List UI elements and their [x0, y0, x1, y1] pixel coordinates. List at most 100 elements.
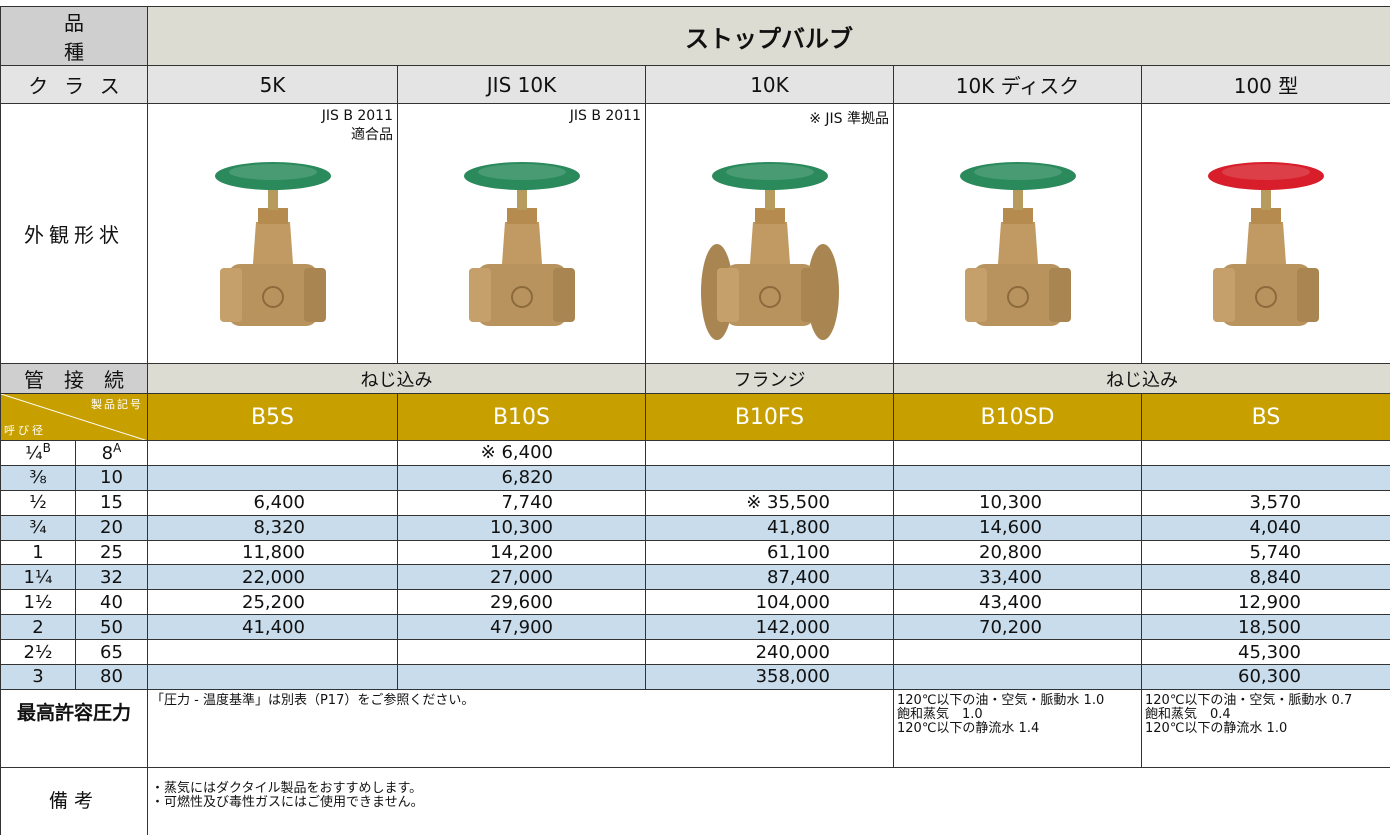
- price: [147, 464, 398, 491]
- size-mm-text: 10: [100, 467, 123, 489]
- price: 29,600: [397, 589, 646, 616]
- valve-part: [257, 208, 288, 224]
- size-mm: 8A: [75, 440, 148, 466]
- class: JIS 10K: [397, 65, 646, 104]
- size-row: 1 25 11,800 14,200 61,100 20,800 5,740: [0, 539, 1390, 566]
- size-inch: 1¼: [0, 564, 76, 591]
- price: 358,000: [645, 664, 894, 690]
- price-body: ¼B 8A ※ 6,400 ⅜ 10 6,820 ½ 15 6,400 7,740 ※ 35,500…: [0, 440, 1390, 690]
- valve-part: [1246, 222, 1286, 264]
- remarks-label: 備考: [0, 766, 148, 835]
- connection: フランジ: [645, 363, 894, 394]
- price: 87,400: [645, 564, 894, 591]
- price: 14,200: [397, 539, 646, 566]
- price: 3,570: [1140, 489, 1390, 516]
- valve-part: [214, 162, 331, 190]
- size-mm-text: 32: [100, 566, 123, 588]
- size-row: 2 50 41,400 47,900 142,000 70,200 18,500: [0, 614, 1390, 641]
- price: 142,000: [645, 614, 894, 641]
- price: 41,800: [645, 514, 894, 541]
- price: 6,400: [147, 489, 398, 516]
- size-mm-text: 40: [100, 591, 123, 613]
- size-inch: ¼B: [0, 440, 76, 466]
- valve-part: [506, 208, 537, 224]
- valve-part: [711, 162, 828, 190]
- connection-label: 管接続: [0, 363, 148, 394]
- price: 22,000: [147, 564, 398, 591]
- size-mm: 80: [75, 664, 148, 690]
- valve-part: [959, 162, 1076, 190]
- price: 20,800: [893, 539, 1142, 566]
- valve-part: [1048, 268, 1071, 322]
- note-line: ※ JIS 準拠品: [809, 111, 889, 127]
- valve-part: [303, 268, 326, 322]
- price: 6,820: [397, 464, 646, 491]
- price: 14,600: [893, 514, 1142, 541]
- valve-part: [764, 174, 775, 210]
- valve-part: [1006, 286, 1029, 308]
- size-inch-text: 1¼: [23, 566, 53, 588]
- note: JIS B 2011: [570, 108, 641, 124]
- note-line: 適合品: [351, 127, 393, 143]
- size-mm: 65: [75, 639, 148, 666]
- price: 45,300: [1140, 639, 1390, 666]
- price: 4,040: [1140, 514, 1390, 541]
- unit: B: [42, 441, 51, 456]
- code: B10FS: [645, 393, 894, 441]
- size-inch: 2: [0, 614, 76, 641]
- line: 飽和蒸気 1.0: [897, 706, 983, 722]
- price: 104,000: [645, 589, 894, 616]
- class: 100 型: [1140, 65, 1390, 104]
- valve-part: [973, 164, 1062, 180]
- price: [147, 440, 398, 466]
- class: 10K ディスク: [893, 65, 1142, 104]
- size-row: ⅜ 10 6,820: [0, 464, 1390, 491]
- price: 10,300: [397, 514, 646, 541]
- price: ※ 6,400: [397, 440, 646, 466]
- valve-part: [725, 164, 814, 180]
- valve-part: [228, 164, 317, 180]
- price: [645, 464, 894, 491]
- size-row: ½ 15 6,400 7,740 ※ 35,500 10,300 3,570: [0, 489, 1390, 516]
- price: 33,400: [893, 564, 1142, 591]
- valve-part: [477, 164, 566, 180]
- valve-part: [1222, 164, 1310, 180]
- size-row: ¼B 8A ※ 6,400: [0, 440, 1390, 466]
- unit: A: [113, 441, 122, 456]
- size-inch: 2½: [0, 639, 76, 666]
- code: B5S: [147, 393, 398, 441]
- valve-image: [959, 162, 1076, 326]
- diagonal: [1, 394, 145, 440]
- appearance: JIS B 2011: [397, 103, 646, 364]
- size-mm-text: 15: [100, 492, 123, 514]
- pressure-bs: 120℃以下の油・空気・脈動水 0.7 飽和蒸気 0.4 120℃以下の静流水 1.…: [1140, 688, 1390, 768]
- class: 5K: [147, 65, 398, 104]
- appearance: JIS B 2011 適合品: [147, 103, 398, 364]
- note: JIS B 2011 適合品: [322, 108, 393, 144]
- valve-part: [463, 162, 580, 190]
- price: ※ 35,500: [645, 489, 894, 516]
- size-inch: 3: [0, 664, 76, 690]
- valve-part: [227, 264, 318, 326]
- size-mm: 40: [75, 589, 148, 616]
- price: 61,100: [645, 539, 894, 566]
- size-inch-text: ¾: [29, 517, 47, 539]
- price: [1140, 464, 1390, 491]
- price: [645, 440, 894, 466]
- size-inch-text: 3: [32, 666, 44, 688]
- valve-part: [964, 268, 987, 322]
- size-mm-text: 8: [101, 443, 114, 465]
- price: 8,840: [1140, 564, 1390, 591]
- valve-part: [261, 286, 284, 308]
- connection: ねじ込み: [147, 363, 646, 394]
- size-mm-text: 50: [100, 616, 123, 638]
- code-label: 製品記号: [91, 398, 143, 411]
- price: 8,320: [147, 514, 398, 541]
- price: [1140, 440, 1390, 466]
- connection: ねじ込み: [892, 363, 1390, 394]
- size-row: 3 80 358,000 60,300: [0, 664, 1390, 690]
- line: ・蒸気にはダクタイル製品をおすすめします。: [151, 780, 423, 796]
- code: B10S: [397, 393, 646, 441]
- valve-part: [1213, 268, 1235, 322]
